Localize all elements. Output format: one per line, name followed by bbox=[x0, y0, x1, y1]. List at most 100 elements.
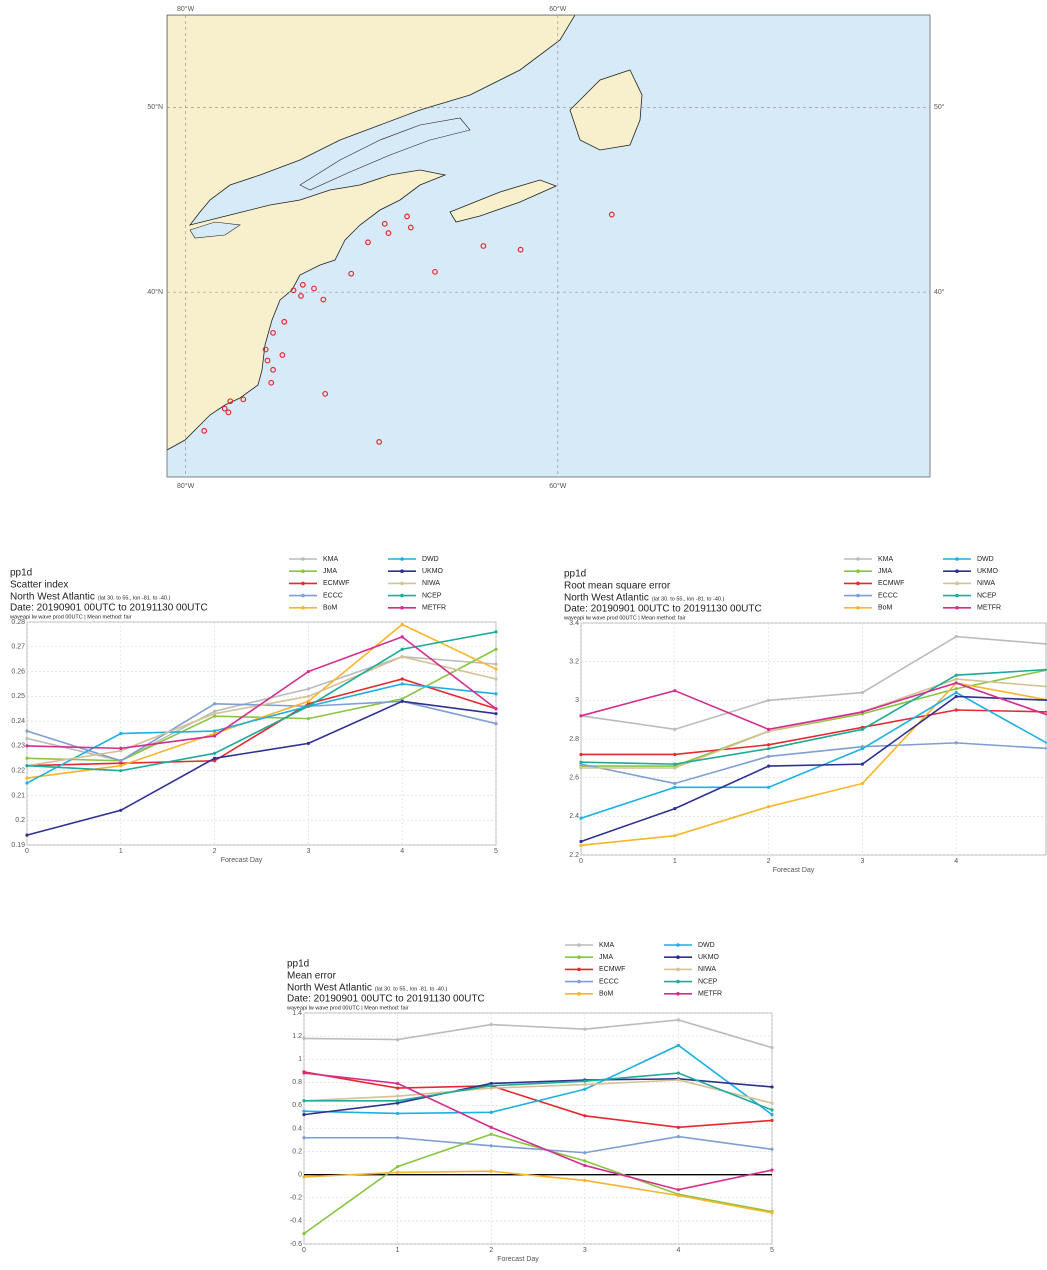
point bbox=[489, 1110, 493, 1114]
point bbox=[306, 694, 310, 698]
point bbox=[676, 1043, 681, 1047]
point bbox=[400, 622, 404, 627]
y-tick-label: 1.2 bbox=[292, 1033, 302, 1040]
x-tick-label: 4 bbox=[400, 848, 404, 855]
legend-label: BoM bbox=[599, 991, 614, 998]
land bbox=[167, 15, 576, 451]
point bbox=[770, 1168, 774, 1172]
legend-label: KMA bbox=[878, 556, 894, 563]
point bbox=[119, 749, 123, 753]
station bbox=[227, 398, 234, 405]
legend-marker bbox=[301, 606, 305, 610]
station bbox=[322, 390, 329, 397]
y-tick-label: 1 bbox=[298, 1056, 302, 1063]
y-tick-label: 0.4 bbox=[292, 1125, 302, 1132]
point bbox=[489, 1132, 493, 1136]
point bbox=[579, 766, 583, 770]
legend-label: BoM bbox=[878, 605, 893, 612]
point bbox=[954, 691, 958, 695]
series-line bbox=[580, 695, 1047, 843]
point bbox=[676, 1018, 681, 1022]
point bbox=[860, 747, 865, 751]
point bbox=[494, 647, 498, 651]
y-tick-label: 3.4 bbox=[569, 620, 579, 627]
point bbox=[676, 1071, 681, 1075]
point bbox=[673, 785, 677, 789]
point bbox=[767, 727, 771, 731]
point bbox=[25, 736, 29, 741]
point bbox=[770, 1211, 774, 1215]
point bbox=[860, 710, 865, 714]
point bbox=[213, 759, 217, 763]
y-tick-label: 0.21 bbox=[11, 792, 25, 799]
legend-marker bbox=[856, 569, 860, 573]
legend-marker bbox=[955, 606, 959, 610]
date-range: Date: 20190901 00UTC to 20191130 00UTC bbox=[287, 994, 485, 1005]
point bbox=[396, 1081, 400, 1086]
point bbox=[583, 1178, 587, 1183]
legend-marker bbox=[676, 992, 680, 996]
x-axis-label: Forecast Day bbox=[773, 867, 815, 874]
series-line bbox=[26, 623, 497, 779]
y-tick-label: 0.26 bbox=[11, 668, 25, 675]
x-tick-label: 80°W bbox=[177, 5, 195, 13]
legend-label: ECMWF bbox=[878, 580, 904, 587]
legend-label: KMA bbox=[323, 556, 339, 563]
station bbox=[270, 366, 276, 373]
station bbox=[221, 405, 228, 412]
point bbox=[396, 1111, 400, 1116]
station bbox=[381, 220, 388, 227]
point bbox=[770, 1118, 774, 1123]
series-group bbox=[302, 1018, 774, 1236]
point bbox=[579, 752, 583, 757]
point bbox=[673, 727, 677, 731]
x-tick-label: 60°W bbox=[549, 5, 567, 13]
y-tick-label: 0.23 bbox=[11, 743, 25, 750]
legend-marker bbox=[577, 979, 581, 984]
y-tick-label: 0.24 bbox=[11, 718, 25, 725]
y-tick-label: 0.2 bbox=[292, 1148, 302, 1155]
station bbox=[262, 346, 269, 353]
y-tick-label: 2.8 bbox=[569, 736, 579, 743]
chart-title: pp1d bbox=[564, 569, 586, 580]
legend-marker bbox=[400, 569, 404, 573]
station bbox=[608, 211, 615, 218]
point bbox=[676, 1134, 681, 1139]
point bbox=[302, 1099, 306, 1103]
map-frame bbox=[166, 14, 931, 478]
point bbox=[302, 1232, 306, 1236]
point bbox=[673, 766, 677, 770]
point bbox=[489, 1086, 493, 1090]
legend-label: NIWA bbox=[698, 966, 716, 973]
series-line bbox=[26, 655, 497, 762]
legend-label: ECCC bbox=[878, 592, 898, 599]
series-group bbox=[579, 634, 1047, 847]
legend-marker bbox=[400, 606, 404, 610]
point bbox=[579, 714, 583, 718]
point bbox=[579, 839, 583, 844]
point bbox=[583, 1027, 587, 1031]
point bbox=[25, 833, 29, 837]
station bbox=[298, 292, 304, 299]
point bbox=[770, 1085, 774, 1089]
station bbox=[264, 357, 271, 364]
station bbox=[279, 352, 286, 358]
point bbox=[213, 702, 217, 706]
legend-marker bbox=[856, 606, 860, 610]
point bbox=[489, 1022, 493, 1027]
point bbox=[767, 747, 771, 751]
series-line bbox=[26, 635, 497, 750]
legend-label: NCEP bbox=[698, 978, 718, 985]
point bbox=[119, 761, 123, 765]
point bbox=[25, 781, 29, 785]
point bbox=[306, 669, 310, 674]
y-tick-label: 0.19 bbox=[11, 842, 25, 849]
point bbox=[489, 1125, 493, 1129]
station bbox=[320, 296, 327, 303]
point bbox=[119, 759, 123, 763]
x-tick-label: 3 bbox=[583, 1247, 587, 1254]
point bbox=[489, 1084, 493, 1088]
point bbox=[25, 756, 29, 760]
point bbox=[770, 1046, 774, 1050]
series-group bbox=[25, 622, 498, 837]
